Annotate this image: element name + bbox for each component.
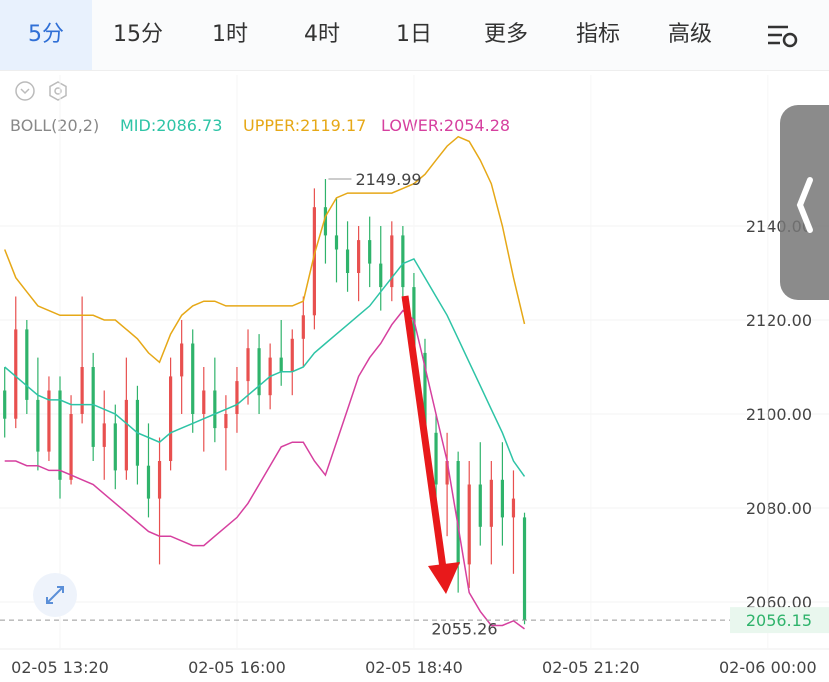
candle-body [213, 390, 217, 429]
boll-line [4, 135, 526, 364]
tab[interactable]: 高级 [667, 22, 712, 47]
candle-body [113, 423, 117, 471]
candle-body [323, 207, 328, 236]
candle-body [301, 315, 305, 339]
tab[interactable]: 15分 [113, 22, 163, 47]
candle-body [14, 329, 18, 419]
candle-body [102, 423, 106, 447]
chart: BOLL(20,2) MID:2086.73 UPPER:2119.17 LOW… [0, 75, 829, 677]
candle-body [522, 517, 527, 621]
y-tick-label: 2100.00 [746, 405, 812, 424]
candle-body [279, 357, 283, 372]
legend-entry: UPPER:2119.17 [243, 116, 366, 135]
candle-body [202, 390, 206, 414]
side-panel-tab[interactable] [780, 105, 829, 300]
tab[interactable]: 4时 [304, 22, 340, 47]
candle-body [69, 414, 73, 480]
legend-entry: LOWER:2054.28 [381, 116, 510, 135]
candle-body [423, 352, 427, 433]
candle-body [401, 235, 405, 288]
x-tick-label: 02-05 13:20 [11, 658, 109, 677]
tab[interactable]: 1时 [212, 22, 248, 47]
side-panel-chevron [796, 177, 813, 233]
annotation-arrowhead [428, 562, 460, 594]
candle-body [379, 263, 383, 288]
candle-body [246, 348, 250, 382]
boll-line [4, 309, 525, 630]
candle-body [290, 338, 294, 372]
x-tick-label: 02-05 18:40 [365, 658, 463, 677]
candle-body [489, 479, 493, 527]
last-price-label: 2056.15 [746, 611, 812, 630]
candle-body [478, 484, 482, 527]
candle-body [456, 461, 460, 565]
legend-entry: MID:2086.73 [120, 116, 222, 135]
candle-body [224, 414, 228, 429]
collapse-icon[interactable] [15, 81, 35, 101]
tab[interactable]: 指标 [575, 22, 620, 47]
candle-body [345, 249, 350, 273]
candle-body [357, 240, 361, 273]
y-tick-label: 2080.00 [746, 499, 812, 518]
candle-body [467, 484, 471, 565]
min-label: 2055.26 [431, 619, 497, 638]
indicator-name: BOLL(20,2) [10, 116, 99, 135]
y-tick-label: 2120.00 [746, 311, 812, 330]
candle-body [91, 367, 95, 447]
x-tick-label: 02-05 21:20 [542, 658, 640, 677]
settings-glyph [768, 25, 798, 48]
candle-body [511, 498, 516, 518]
x-tick-label: 02-05 16:00 [188, 658, 286, 677]
candle-body [58, 390, 62, 480]
tab[interactable]: 5分 [0, 0, 92, 70]
candle-body [124, 399, 128, 471]
annotation-arrow [401, 295, 447, 569]
settings-hex[interactable] [49, 81, 67, 101]
candle-body [368, 240, 372, 264]
candle-body [47, 390, 51, 452]
candle-body [191, 343, 195, 414]
settings-hex-dot [54, 87, 62, 95]
settings-icon[interactable] [736, 0, 828, 70]
tab[interactable]: 更多 [483, 22, 528, 47]
candle-body [169, 376, 173, 461]
candle-body [235, 381, 239, 414]
candle-body [146, 465, 151, 499]
timeframe-tabs: 5分 15分 1时 4时 1日 更多 指标 高级 [0, 0, 829, 71]
candle-body [334, 235, 339, 250]
candle-body [80, 367, 84, 414]
candle-body [257, 348, 261, 396]
candle-body [157, 461, 162, 499]
candle-body [500, 479, 504, 518]
candle-body [445, 461, 449, 485]
candle-body [434, 432, 438, 485]
expand-glyph [46, 586, 64, 604]
candle-body [36, 399, 40, 452]
candle-body [312, 207, 316, 316]
candle-body [390, 235, 394, 288]
max-label: 2149.99 [355, 170, 421, 189]
candle-body [25, 329, 29, 400]
last-price-box [730, 607, 829, 634]
candle-body [180, 343, 184, 377]
candle-body [3, 390, 7, 419]
tab[interactable]: 1日 [396, 22, 432, 47]
x-tick-label: 02-06 00:00 [719, 658, 817, 677]
boll-line [4, 257, 526, 477]
collapse-glyph [20, 88, 30, 95]
